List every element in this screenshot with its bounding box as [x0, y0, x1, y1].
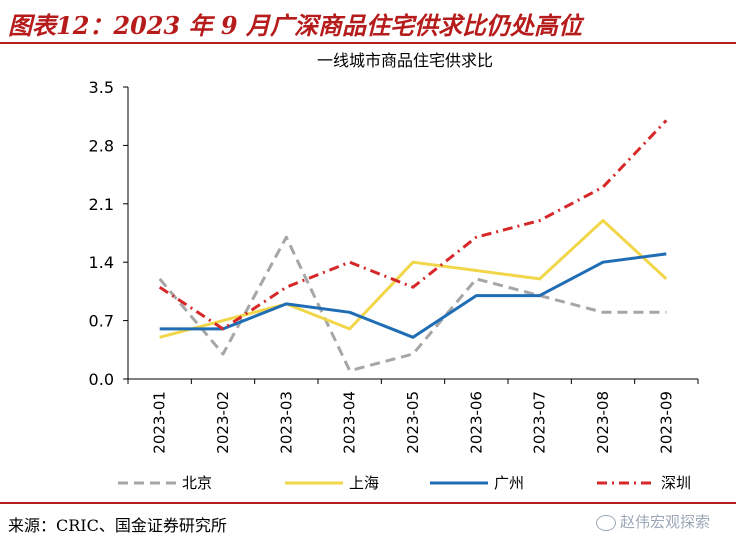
y-tick-label: 3.5: [89, 78, 114, 97]
y-tick-label: 0.0: [89, 370, 114, 389]
x-tick-label: 2023-05: [404, 391, 422, 454]
legend-label: 广州: [494, 474, 524, 492]
chart-title: 一线城市商品住宅供求比: [317, 51, 493, 70]
legend-label: 上海: [349, 474, 379, 492]
legend: 北京 上海 广州 深圳: [118, 474, 691, 492]
x-tick-label: 2023-03: [277, 391, 295, 454]
series-line-深圳: [158, 119, 668, 331]
x-tick-label: 2023-06: [467, 391, 485, 454]
x-tick-label: 2023-07: [531, 391, 549, 454]
watermark: 赵伟宏观探索: [595, 511, 710, 532]
figure-title: 图表12：2023 年 9 月广深商品住宅供求比仍处高位: [8, 11, 582, 40]
line-chart: 一线城市商品住宅供求比 0.0 0.7 1.4 2.1 2.8 3.5 2023-01 202…: [89, 51, 699, 492]
y-tick-label: 1.4: [89, 253, 114, 272]
series-line-北京: [158, 235, 667, 373]
x-tick-label: 2023-04: [341, 391, 359, 454]
series-line-上海: [159, 219, 668, 339]
wechat-logo-icon: [595, 514, 616, 531]
footer: 来源：CRIC、国金证券研究所 赵伟宏观探索: [0, 502, 736, 541]
x-tick-label: 2023-08: [594, 391, 612, 454]
figure-title-bar: 图表12：2023 年 9 月广深商品住宅供求比仍处高位: [0, 0, 736, 44]
legend-label: 北京: [182, 474, 212, 492]
legend-label: 深圳: [661, 474, 691, 492]
source-note: 来源：CRIC、国金证券研究所: [8, 516, 227, 535]
series-line-广州: [159, 252, 667, 339]
watermark-text: 赵伟宏观探索: [619, 513, 710, 531]
x-tick-label: 2023-01: [151, 391, 169, 454]
axes: 0.0 0.7 1.4 2.1 2.8 3.5 2023-01 2023-02 2023-03 2…: [89, 78, 699, 454]
series-layer: [158, 119, 668, 373]
y-tick-label: 0.7: [89, 312, 114, 331]
x-tick-label: 2023-02: [214, 391, 232, 454]
y-tick-label: 2.8: [89, 136, 114, 155]
y-tick-label: 2.1: [89, 195, 114, 214]
x-tick-label: 2023-09: [657, 391, 675, 454]
